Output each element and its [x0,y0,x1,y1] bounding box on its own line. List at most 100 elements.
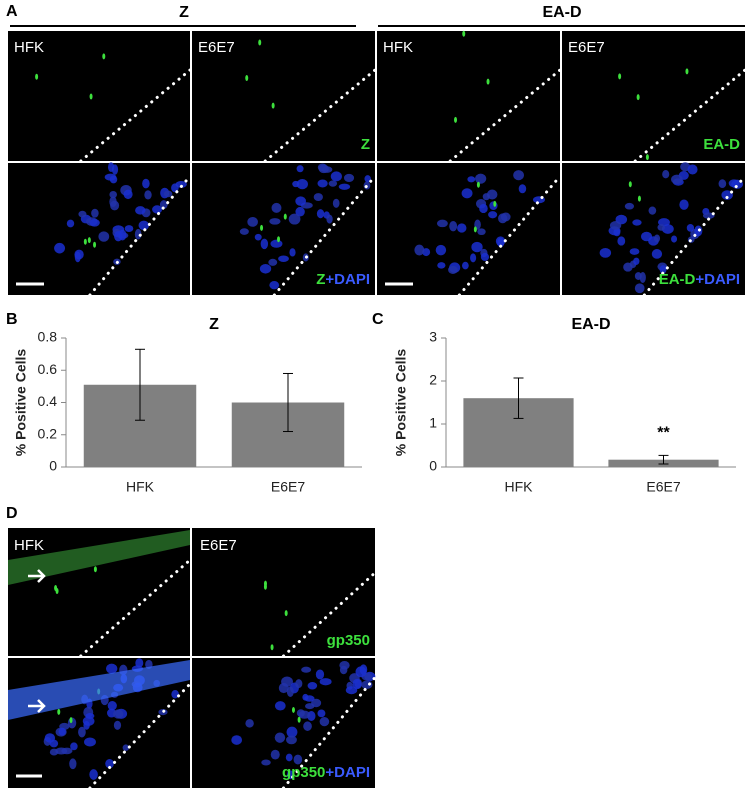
nucleus [448,265,458,274]
fiber [8,530,190,585]
nucleus [163,190,173,198]
signal [685,68,689,75]
tile-label: E6E7 [198,39,235,56]
nucleus [435,244,447,256]
y-tick-label: 0 [429,458,437,474]
y-tick-label: 0 [49,458,57,474]
signal [69,717,73,724]
nucleus [298,710,311,719]
nucleus [467,176,476,183]
error-bar [658,454,669,465]
nucleus [286,686,294,697]
nucleus [289,248,296,257]
nucleus [84,737,96,747]
nucleus [617,236,626,246]
tissue-edge [88,682,192,790]
tissue-edge [79,558,192,658]
nucleus [58,727,66,736]
signal [473,226,477,233]
significance: ** [657,425,670,442]
nucleus [477,228,486,236]
signal [89,93,93,100]
y-axis-label: % Positive Cells [13,349,29,457]
tissue-edge [282,676,377,790]
nucleus [54,242,66,254]
nucleus [82,716,95,726]
micrograph [8,31,190,161]
signal [291,706,295,713]
nucleus [728,179,740,188]
nucleus [159,200,168,209]
tile-label: HFK [14,39,44,56]
nucleus [295,679,303,689]
micrograph [8,163,190,295]
nucleus [78,210,87,218]
signal [476,181,480,188]
nucleus [718,179,727,189]
x-tick-label: E6E7 [271,479,305,495]
nucleus [292,180,300,188]
stain-counterstain: +DAPI [695,271,740,288]
nucleus [321,166,333,173]
nucleus [78,726,86,738]
y-tick-label: 0.8 [38,329,58,345]
chart-title: Z [209,316,219,333]
nucleus [364,175,371,183]
nucleus [89,769,98,780]
tile-label: E6E7 [200,537,237,554]
tile-label: E6E7 [568,39,605,56]
stain-marker: gp350 [282,764,325,781]
nucleus [316,209,325,219]
nucleus [268,258,278,266]
micrograph [192,31,375,161]
nucleus [142,178,150,189]
nucleus [518,184,527,194]
signal [102,53,106,60]
nucleus [285,753,293,762]
stain-counterstain: +DAPI [325,271,370,288]
nucleus [110,200,120,211]
nucleus [436,219,448,228]
nucleus [49,748,59,756]
nucleus [270,239,283,248]
nucleus [632,219,642,226]
stain-label: EA-D+DAPI [659,271,740,288]
y-tick-label: 0.4 [38,393,58,409]
nucleus [239,228,249,235]
signal [263,580,267,587]
nucleus [500,212,511,222]
y-tick-label: 1 [429,415,437,431]
nucleus [278,682,289,694]
nucleus [307,682,318,690]
x-tick-label: HFK [126,479,155,495]
panel-label: C [372,311,384,328]
nucleus [495,236,506,247]
tissue-edge [448,68,562,163]
nucleus [118,229,127,241]
nucleus [295,196,307,206]
nucleus [106,663,118,674]
stain-marker: Z [316,271,325,288]
nucleus [462,261,469,270]
signal [245,75,249,82]
nucleus [274,732,286,743]
nucleus [274,701,286,711]
nucleus [70,742,78,751]
nucleus [624,202,635,210]
tissue-edge [79,68,192,163]
nucleus [513,170,524,181]
nucleus [122,744,130,751]
nucleus [634,283,645,294]
nucleus [470,253,477,263]
nucleus [319,717,330,727]
nucleus [105,758,114,769]
nucleus [629,248,640,255]
nucleus [355,666,367,678]
nucleus [653,234,661,243]
nucleus [721,190,733,200]
y-tick-label: 0.6 [38,361,58,377]
nucleus [269,218,281,225]
nucleus [686,223,695,232]
x-tick-label: E6E7 [646,479,680,495]
nucleus [304,695,315,702]
